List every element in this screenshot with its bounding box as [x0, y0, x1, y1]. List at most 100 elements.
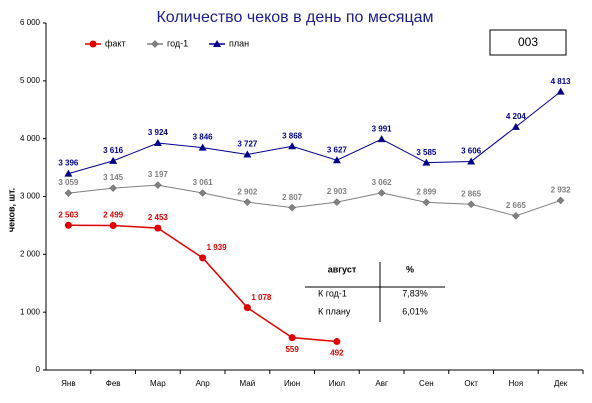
data-label: 2 453 [148, 213, 169, 222]
marker [64, 189, 73, 197]
marker [422, 198, 431, 207]
series-line [68, 91, 561, 175]
legend-label: план [229, 38, 249, 48]
marker [243, 198, 252, 207]
x-tick-label: Мар [150, 379, 166, 388]
data-label: 3 606 [461, 147, 482, 156]
table-cell: 6,01% [402, 306, 428, 316]
y-tick-label: 0 [36, 365, 41, 374]
table-cell: 7,83% [402, 288, 428, 298]
marker [153, 139, 162, 147]
marker [198, 189, 207, 197]
legend-label: факт [105, 38, 126, 48]
y-axis-label: чеков, шт. [6, 188, 16, 232]
data-label: 4 813 [551, 77, 572, 86]
data-label: 3 991 [372, 124, 393, 133]
marker [109, 156, 118, 164]
data-label: 4 204 [506, 112, 527, 121]
marker [377, 135, 386, 143]
marker [243, 304, 251, 312]
x-tick-label: Дек [554, 379, 568, 388]
x-tick-label: Апр [196, 379, 211, 388]
y-tick-label: 1 000 [20, 307, 41, 316]
marker [199, 254, 207, 262]
data-label: 2 807 [282, 193, 303, 202]
data-label: 3 846 [193, 133, 214, 142]
x-tick-label: Окт [464, 379, 478, 388]
y-tick-label: 4 000 [20, 134, 41, 143]
marker [333, 198, 341, 206]
marker [89, 40, 97, 48]
marker [64, 221, 72, 229]
marker [243, 150, 252, 158]
data-label: 3 627 [327, 145, 348, 154]
x-tick-label: Авг [375, 379, 388, 388]
marker [64, 169, 73, 177]
data-label: 3 059 [58, 178, 79, 187]
x-tick-label: Янв [61, 379, 75, 388]
data-label: 3 197 [148, 170, 169, 179]
marker [556, 87, 565, 95]
x-tick-label: Июл [329, 379, 346, 388]
data-label: 3 727 [237, 140, 258, 149]
badge: 003 [518, 35, 538, 49]
data-label: 3 868 [282, 131, 303, 140]
data-label: 2 503 [58, 210, 79, 219]
y-tick-label: 5 000 [20, 76, 41, 85]
series-line [68, 224, 337, 343]
marker [198, 143, 207, 151]
marker [467, 157, 476, 165]
chart-title: Количество чеков в день по месяцам [156, 9, 433, 26]
series-line [68, 184, 561, 217]
marker [556, 196, 565, 205]
marker [151, 40, 159, 48]
data-label: 3 062 [372, 178, 393, 187]
table-header: август [328, 264, 357, 274]
data-label: 3 061 [193, 178, 214, 187]
marker [377, 189, 386, 197]
marker [512, 212, 520, 220]
marker [109, 184, 117, 192]
marker [511, 122, 520, 130]
y-tick-label: 6 000 [20, 18, 41, 27]
x-tick-label: Сен [419, 379, 434, 388]
data-label: 2 499 [103, 211, 124, 220]
marker [332, 156, 341, 164]
data-label: 2 902 [237, 187, 258, 196]
data-label: 3 924 [148, 128, 169, 137]
legend-label: год-1 [167, 38, 188, 48]
marker [467, 200, 475, 209]
data-label: 2 865 [461, 189, 482, 198]
data-label: 1 939 [207, 243, 228, 252]
marker [333, 338, 341, 346]
marker [154, 181, 162, 189]
marker [213, 40, 221, 47]
data-label: 1 078 [251, 293, 272, 302]
x-tick-label: Фев [106, 379, 121, 388]
data-label: 2 903 [327, 187, 348, 196]
marker [154, 224, 162, 232]
data-label: 2 932 [551, 186, 572, 195]
x-tick-label: Май [240, 379, 256, 388]
data-label: 492 [330, 349, 344, 358]
marker [288, 334, 296, 342]
data-label: 2 665 [506, 201, 527, 210]
data-label: 559 [285, 345, 299, 354]
x-tick-label: Июн [284, 379, 300, 388]
table-header: % [406, 264, 414, 274]
marker [288, 203, 296, 212]
data-label: 3 145 [103, 173, 124, 182]
marker [288, 142, 297, 150]
x-tick-label: Ноя [509, 379, 524, 388]
table-cell: К плану [318, 306, 351, 316]
marker [109, 221, 117, 229]
y-tick-label: 2 000 [20, 249, 41, 258]
badge-box [489, 29, 567, 56]
data-label: 2 899 [416, 187, 437, 196]
table-cell: К год-1 [318, 288, 347, 298]
data-label: 3 616 [103, 146, 124, 155]
marker [422, 158, 431, 166]
y-tick-label: 3 000 [20, 192, 41, 201]
data-label: 3 585 [416, 148, 437, 157]
